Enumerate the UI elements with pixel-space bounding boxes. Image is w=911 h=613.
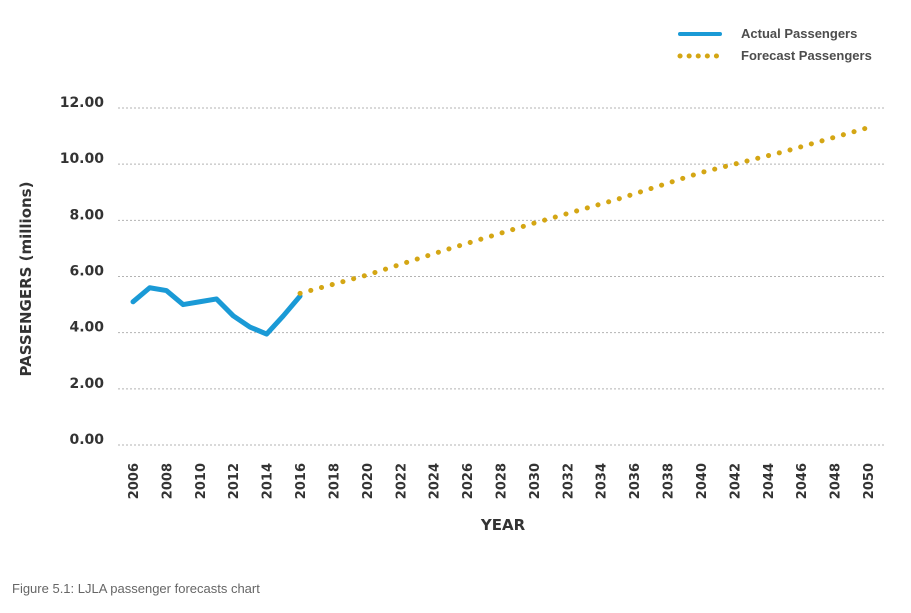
x-tick-label: 2042 bbox=[728, 463, 743, 499]
y-tick-label: 2.00 bbox=[69, 376, 104, 392]
x-tick-label: 2046 bbox=[795, 463, 810, 499]
figure-caption: Figure 5.1: LJLA passenger forecasts cha… bbox=[12, 581, 260, 596]
x-tick-label: 2006 bbox=[127, 463, 142, 499]
x-tick-label: 2050 bbox=[862, 463, 877, 499]
x-tick-label: 2048 bbox=[829, 463, 844, 499]
x-tick-label: 2020 bbox=[361, 463, 376, 499]
x-tick-label: 2024 bbox=[428, 463, 443, 499]
y-tick-label: 4.00 bbox=[69, 320, 104, 336]
forecast-passengers-line bbox=[297, 125, 871, 296]
y-tick-label: 6.00 bbox=[69, 264, 104, 280]
y-axis-label: PASSENGERS (millions) bbox=[17, 182, 35, 377]
x-tick-label: 2036 bbox=[628, 463, 643, 499]
x-tick-label: 2018 bbox=[327, 463, 342, 499]
y-tick-labels: 0.00 2.00 4.00 6.00 8.00 10.00 12.00 bbox=[60, 95, 105, 448]
x-tick-labels: 2006 2008 2010 2012 2014 2016 2018 2020 2022 2024… bbox=[127, 463, 877, 499]
x-tick-label: 2034 bbox=[595, 463, 610, 499]
data-series bbox=[130, 125, 871, 337]
x-tick-label: 2022 bbox=[394, 463, 409, 499]
legend-label: Forecast Passengers bbox=[741, 48, 872, 63]
y-tick-label: 0.00 bbox=[69, 432, 104, 448]
x-tick-label: 2040 bbox=[695, 463, 710, 499]
x-tick-label: 2038 bbox=[662, 463, 677, 499]
actual-passengers-line bbox=[130, 285, 303, 337]
legend: Actual Passengers Forecast Passengers bbox=[677, 26, 872, 63]
x-tick-label: 2016 bbox=[294, 463, 309, 499]
x-axis-label: YEAR bbox=[480, 516, 526, 534]
x-tick-label: 2008 bbox=[160, 463, 175, 499]
x-tick-label: 2044 bbox=[762, 463, 777, 499]
x-tick-label: 2032 bbox=[561, 463, 576, 499]
legend-label: Actual Passengers bbox=[741, 26, 857, 41]
gridlines bbox=[118, 107, 884, 446]
x-tick-label: 2030 bbox=[528, 463, 543, 499]
x-tick-label: 2028 bbox=[495, 463, 510, 499]
y-tick-label: 10.00 bbox=[60, 151, 105, 167]
x-tick-label: 2014 bbox=[261, 463, 276, 499]
y-tick-label: 8.00 bbox=[69, 207, 104, 223]
x-tick-label: 2012 bbox=[227, 463, 242, 499]
x-tick-label: 2010 bbox=[194, 463, 209, 499]
x-tick-label: 2026 bbox=[461, 463, 476, 499]
y-tick-label: 12.00 bbox=[60, 95, 105, 111]
